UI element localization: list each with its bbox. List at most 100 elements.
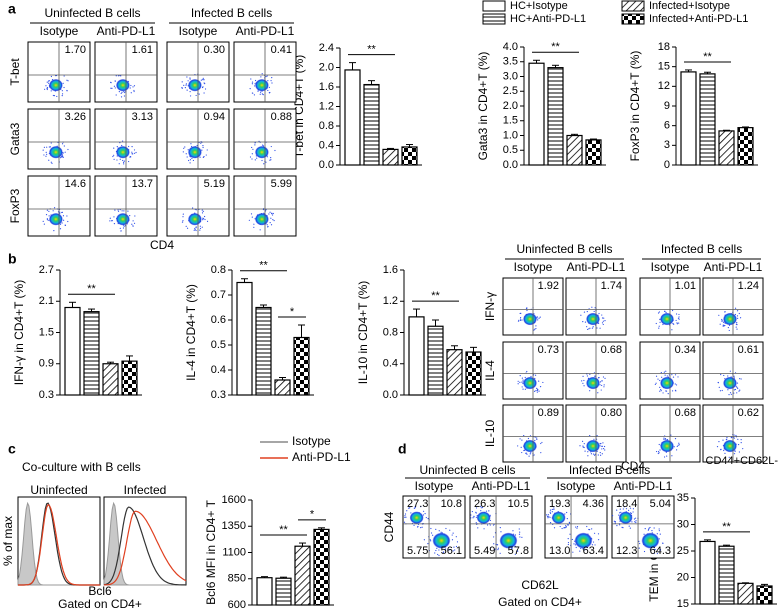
y-tick-label: 2.5 bbox=[503, 85, 518, 97]
event-dot bbox=[266, 75, 268, 77]
significance-label: ** bbox=[431, 290, 440, 302]
event-dot bbox=[533, 329, 535, 331]
event-dot bbox=[536, 316, 538, 318]
event-dot bbox=[193, 229, 195, 231]
y-axis-label: Bcl6 MFI in CD4+ T bbox=[204, 499, 218, 604]
event-dot bbox=[655, 322, 657, 325]
event-dot bbox=[648, 528, 650, 530]
event-dot bbox=[718, 441, 720, 443]
event-dot bbox=[568, 521, 570, 523]
row-label: FoxP3 bbox=[8, 188, 22, 223]
event-dot bbox=[733, 389, 736, 391]
event-dot bbox=[665, 390, 667, 392]
event-dot bbox=[737, 438, 739, 440]
quadrant-value: 0.34 bbox=[675, 344, 696, 356]
event-dot bbox=[586, 525, 588, 528]
event-dot bbox=[668, 374, 670, 376]
event-dot bbox=[540, 452, 542, 454]
event-dot bbox=[201, 209, 203, 211]
event-dot bbox=[664, 438, 667, 440]
event-dot bbox=[678, 442, 680, 444]
event-dot bbox=[477, 527, 479, 529]
event-dot bbox=[553, 508, 555, 510]
quadrant-value: 27.3 bbox=[407, 498, 428, 510]
event-dot bbox=[134, 152, 136, 154]
event-dot bbox=[422, 510, 425, 512]
event-dot bbox=[658, 452, 660, 454]
event-dot bbox=[733, 375, 735, 377]
event-dot bbox=[517, 445, 519, 447]
y-tick-label: 0.6 bbox=[211, 314, 226, 326]
event-dot bbox=[133, 90, 135, 93]
event-dot bbox=[203, 155, 205, 158]
event-dot bbox=[61, 93, 64, 95]
bar bbox=[102, 363, 119, 396]
event-dot bbox=[185, 153, 187, 155]
event-dot bbox=[249, 88, 251, 90]
event-dot bbox=[721, 389, 723, 392]
event-dot bbox=[676, 322, 678, 324]
bar bbox=[446, 349, 463, 396]
event-dot bbox=[601, 448, 603, 450]
significance-label: * bbox=[290, 306, 295, 318]
event-dot bbox=[739, 378, 741, 380]
event-dot bbox=[62, 156, 64, 159]
event-dot bbox=[427, 518, 429, 520]
bar bbox=[547, 67, 564, 166]
event-dot bbox=[63, 75, 65, 77]
event-dot bbox=[666, 455, 668, 457]
event-dot bbox=[724, 452, 726, 454]
event-dot bbox=[430, 527, 432, 530]
event-dot bbox=[632, 511, 634, 513]
event-dot bbox=[454, 549, 456, 551]
event-dot bbox=[195, 94, 197, 97]
event-dot bbox=[574, 526, 577, 528]
event-dot bbox=[120, 230, 122, 232]
event-dot bbox=[430, 540, 432, 542]
event-dot bbox=[660, 371, 662, 374]
event-dot bbox=[46, 209, 48, 211]
event-dot bbox=[66, 215, 68, 217]
event-dot bbox=[654, 548, 656, 551]
density-blob bbox=[254, 78, 269, 92]
event-dot bbox=[535, 325, 537, 327]
event-dot bbox=[404, 515, 406, 517]
event-dot bbox=[620, 511, 622, 513]
bar bbox=[255, 306, 272, 396]
group-header: Uninfected B cells bbox=[516, 242, 612, 256]
event-dot bbox=[727, 375, 729, 377]
event-dot bbox=[567, 538, 569, 540]
event-dot bbox=[538, 317, 540, 319]
y-tick-label: 0.0 bbox=[503, 159, 518, 171]
bar bbox=[427, 325, 444, 396]
event-dot bbox=[663, 371, 665, 373]
event-dot bbox=[489, 524, 491, 526]
error-bar bbox=[432, 319, 439, 327]
error-bar bbox=[279, 377, 286, 380]
event-dot bbox=[653, 552, 655, 554]
event-dot bbox=[583, 385, 585, 387]
column-header: Isotype bbox=[651, 260, 690, 274]
event-dot bbox=[414, 506, 416, 508]
event-dot bbox=[576, 525, 579, 528]
event-dot bbox=[263, 163, 265, 165]
event-dot bbox=[271, 76, 273, 79]
event-dot bbox=[622, 508, 624, 510]
event-dot bbox=[594, 454, 596, 456]
event-dot bbox=[445, 527, 447, 530]
event-dot bbox=[181, 221, 184, 223]
event-dot bbox=[183, 84, 185, 86]
density-blob bbox=[115, 78, 130, 92]
event-dot bbox=[262, 94, 264, 96]
event-dot bbox=[249, 156, 252, 158]
quadrant-value: 13.7 bbox=[132, 178, 153, 190]
error-bar bbox=[704, 71, 711, 74]
y-tick-label: 0.8 bbox=[211, 264, 226, 276]
y-tick-label: 30 bbox=[677, 518, 689, 530]
event-dot bbox=[444, 548, 447, 550]
density-blob bbox=[586, 439, 600, 453]
y-tick-label: 1.6 bbox=[319, 81, 334, 93]
event-dot bbox=[592, 453, 595, 455]
event-dot bbox=[520, 446, 522, 448]
event-dot bbox=[671, 455, 673, 457]
